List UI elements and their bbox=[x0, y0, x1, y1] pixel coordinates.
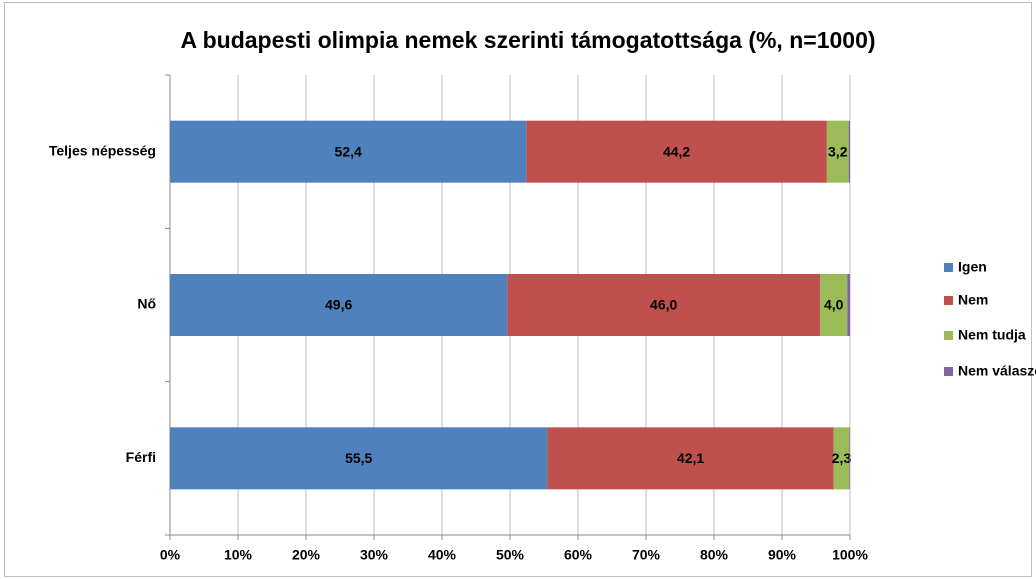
legend-swatch bbox=[944, 296, 953, 305]
x-tick-label: 20% bbox=[292, 547, 321, 563]
bar-segment bbox=[848, 120, 850, 183]
legend-label: Nem bbox=[958, 292, 988, 308]
bar-segment bbox=[526, 120, 827, 183]
x-tick-label: 0% bbox=[160, 547, 181, 563]
data-label: 42,1 bbox=[677, 450, 704, 466]
bar-segment bbox=[849, 427, 850, 490]
data-label: 3,2 bbox=[828, 143, 848, 159]
chart-title: A budapesti olimpia nemek szerinti támog… bbox=[180, 27, 875, 53]
y-tick-label: Teljes népesség bbox=[49, 142, 156, 158]
x-tick-label: 80% bbox=[700, 547, 729, 563]
legend-swatch bbox=[944, 367, 953, 376]
legend-label: Igen bbox=[958, 259, 987, 275]
bar-segment bbox=[547, 427, 834, 490]
y-tick-label: Férfi bbox=[126, 449, 156, 465]
data-label: 44,2 bbox=[663, 143, 690, 159]
data-label: 52,4 bbox=[335, 143, 362, 159]
bar-segment bbox=[847, 274, 850, 336]
x-tick-label: 50% bbox=[496, 547, 525, 563]
bar-segment bbox=[170, 427, 548, 490]
bar-segment bbox=[820, 274, 848, 336]
bar-segment bbox=[170, 274, 508, 336]
data-label: 49,6 bbox=[325, 297, 352, 313]
x-tick-label: 90% bbox=[768, 547, 797, 563]
legend-label: Nem tudja bbox=[958, 327, 1026, 343]
data-label: 46,0 bbox=[650, 297, 677, 313]
data-label: 4,0 bbox=[824, 297, 844, 313]
x-tick-label: 30% bbox=[360, 547, 389, 563]
bar-segment bbox=[507, 274, 821, 336]
bar-segment bbox=[826, 120, 849, 183]
x-tick-label: 10% bbox=[224, 547, 253, 563]
legend-label: Nem válaszol bbox=[958, 363, 1036, 379]
bar-segment bbox=[170, 120, 527, 183]
legend-swatch bbox=[944, 331, 953, 340]
x-tick-label: 60% bbox=[564, 547, 593, 563]
data-label: 2,3 bbox=[832, 450, 852, 466]
data-label: 55,5 bbox=[345, 450, 372, 466]
y-tick-label: Nő bbox=[137, 296, 156, 312]
bar-segment bbox=[833, 427, 850, 490]
x-tick-label: 70% bbox=[632, 547, 661, 563]
legend-swatch bbox=[944, 263, 953, 272]
x-tick-label: 40% bbox=[428, 547, 457, 563]
x-tick-label: 100% bbox=[832, 547, 868, 563]
